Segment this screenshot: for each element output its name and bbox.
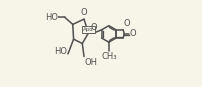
Text: O: O	[124, 19, 130, 29]
Text: O: O	[81, 8, 87, 17]
Text: HO: HO	[45, 13, 58, 22]
Text: HO: HO	[55, 47, 67, 56]
Text: CH₃: CH₃	[101, 52, 117, 61]
Text: O: O	[90, 23, 97, 32]
Text: OH: OH	[84, 58, 98, 67]
Text: O: O	[130, 29, 136, 38]
Text: Apα: Apα	[83, 27, 94, 32]
